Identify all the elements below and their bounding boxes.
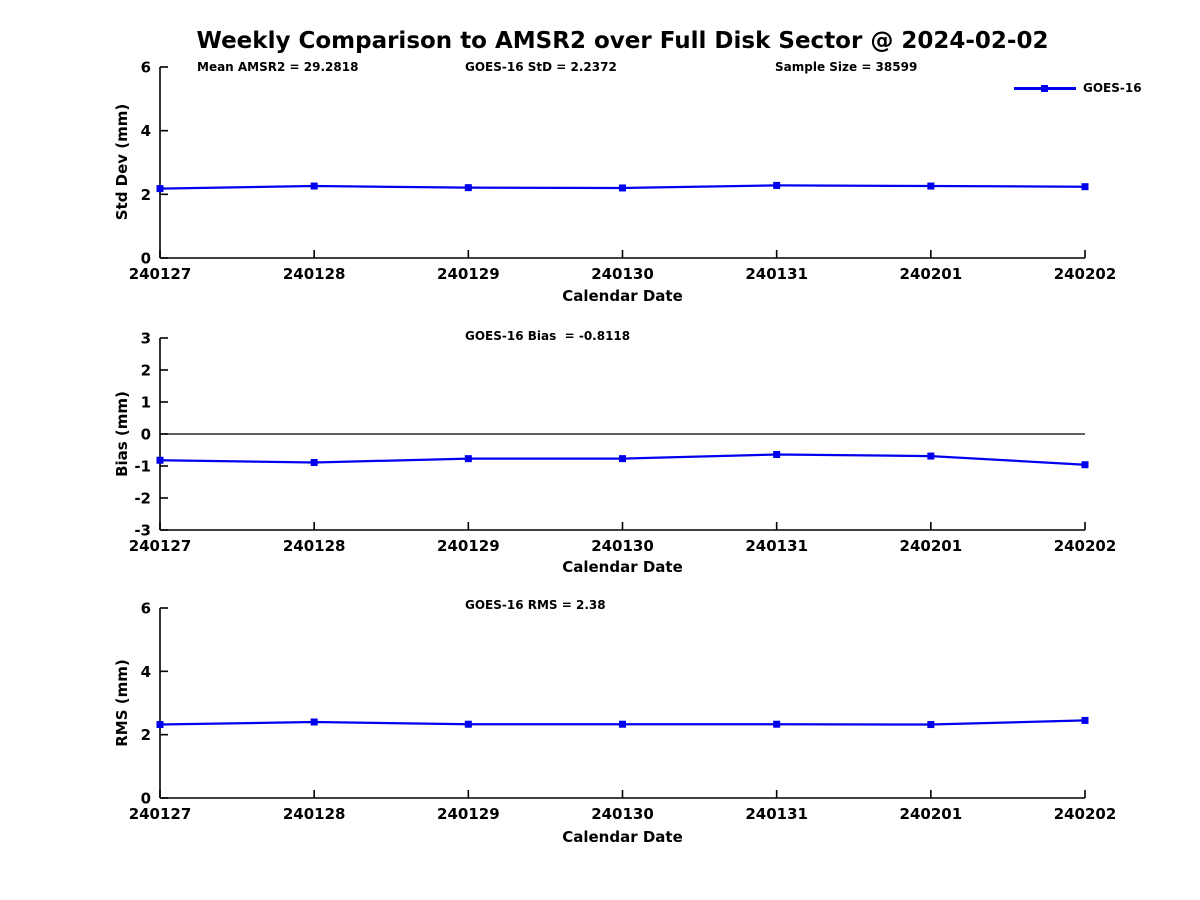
data-point-marker [619,720,626,728]
y-tick-label: 6 [141,59,151,77]
y-axis-label-stddev: Std Dev (mm) [113,103,131,221]
y-tick-label: 2 [141,362,151,380]
x-tick-label: 240127 [129,537,192,555]
x-tick-label: 240127 [129,265,192,283]
y-tick-label: -3 [134,522,151,540]
annotation-goes16-std: GOES-16 StD = 2.2372 [465,60,617,74]
data-point-marker [156,721,164,729]
data-point-marker [464,184,472,192]
data-point-marker [1081,461,1089,469]
annotation-goes16-bias: GOES-16 Bias = -0.8118 [465,329,631,343]
x-tick-label: 240130 [591,805,654,823]
x-tick-label: 240129 [437,265,500,283]
x-tick-label: 240128 [283,805,346,823]
x-tick-label: 240129 [437,537,500,555]
x-tick-label: 240130 [591,537,654,555]
data-point-marker [773,450,781,458]
y-axis-label-rms: RMS (mm) [113,659,131,747]
y-tick-label: 4 [141,122,151,140]
y-tick-label: -2 [134,490,151,508]
y-tick-label: 2 [141,186,151,204]
data-point-marker [619,184,626,192]
legend-line-swatch [1014,84,1076,93]
y-tick-label: 1 [141,394,151,412]
x-tick-label: 240202 [1054,805,1117,823]
x-tick-label: 240202 [1054,265,1117,283]
x-tick-label: 240131 [745,265,808,283]
x-tick-label: 240202 [1054,537,1117,555]
x-tick-label: 240131 [745,805,808,823]
x-tick-label: 240129 [437,805,500,823]
y-tick-label: 4 [141,663,151,681]
data-point-marker [1081,183,1089,191]
y-tick-label: 2 [141,726,151,744]
data-point-marker [773,720,781,728]
x-tick-label: 240201 [900,805,963,823]
x-tick-label: 240127 [129,805,192,823]
x-tick-label: 240128 [283,537,346,555]
x-axis-label-3: Calendar Date [562,828,683,846]
x-tick-label: 240131 [745,537,808,555]
y-tick-label: 0 [141,250,151,268]
y-tick-label: 0 [141,790,151,808]
annotation-mean-amsr2: Mean AMSR2 = 29.2818 [197,60,359,74]
data-point-marker [464,455,472,463]
data-point-marker [619,455,626,463]
data-point-marker [927,721,935,729]
x-tick-label: 240130 [591,265,654,283]
x-axis-label-1: Calendar Date [562,287,683,305]
x-axis-label-2: Calendar Date [562,558,683,576]
data-point-marker [310,182,318,190]
y-axis-label-bias: Bias (mm) [113,391,131,477]
annotation-sample-size: Sample Size = 38599 [775,60,918,74]
y-tick-label: 3 [141,330,151,348]
data-point-marker [927,182,935,190]
legend-label: GOES-16 [1083,81,1142,95]
data-point-marker [773,181,781,189]
data-point-marker [927,452,935,460]
data-point-marker [464,720,472,728]
y-tick-label: -1 [134,458,151,476]
data-point-marker [1081,716,1089,724]
legend: GOES-16 [1014,81,1142,95]
legend-square-marker-icon [1041,84,1048,92]
data-point-marker [310,458,318,466]
y-tick-label: 6 [141,600,151,618]
x-tick-label: 240128 [283,265,346,283]
data-point-marker [156,456,164,464]
x-tick-label: 240201 [900,265,963,283]
y-tick-label: 0 [141,426,151,444]
x-tick-label: 240201 [900,537,963,555]
chart-title: Weekly Comparison to AMSR2 over Full Dis… [196,28,1049,54]
data-point-marker [156,185,164,193]
annotation-goes16-rms: GOES-16 RMS = 2.38 [465,598,606,612]
data-point-marker [310,718,318,726]
